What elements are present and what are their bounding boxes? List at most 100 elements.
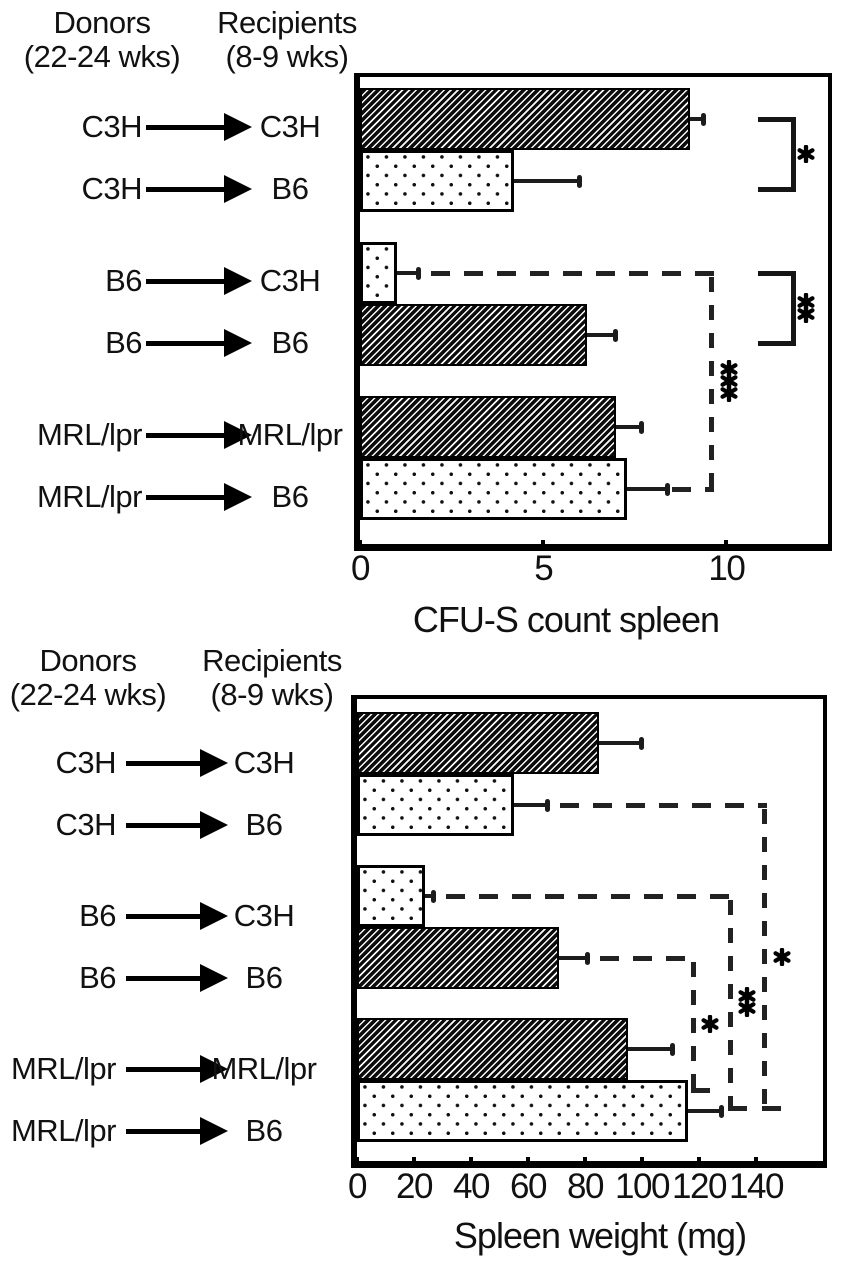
donor-label: C3H: [81, 109, 142, 144]
error-bar-cap: [430, 889, 436, 903]
arrow-line: [126, 1066, 204, 1072]
arrow-line: [126, 822, 204, 828]
bar-dotted: [357, 774, 514, 836]
axis-tick: [355, 1157, 359, 1168]
recipient-label: C3H: [233, 898, 295, 933]
recipient-label: B6: [245, 807, 283, 842]
axis-tick-label: 120: [672, 1167, 727, 1206]
pair-row: C3H C3H: [0, 745, 360, 781]
recipient-label: B6: [271, 171, 309, 206]
error-bar-cap: [639, 420, 645, 434]
recipient-label: C3H: [233, 745, 295, 780]
comparison-dash-horizontal: [430, 270, 715, 276]
comparison-dash-horizontal: [690, 1087, 721, 1093]
donor-label: B6: [105, 325, 142, 360]
panel-cfu-s-count: Donors (22-24 wks) Recipients (8-9 wks) C3H C…: [0, 5, 832, 640]
axis-tick-label: 100: [615, 1167, 670, 1206]
error-bar-cap: [664, 482, 670, 496]
recipient-label: B6: [271, 325, 309, 360]
error-bar-cap: [670, 1042, 676, 1056]
arrow-icon: [146, 175, 252, 203]
arrow-head: [200, 749, 228, 777]
asterisk-icon: [701, 1015, 719, 1033]
bar-dotted: [357, 1080, 688, 1142]
pair-row: MRL/lpr B6: [0, 1113, 360, 1149]
pair-row: C3H C3H: [0, 109, 360, 145]
arrow-icon: [126, 811, 228, 839]
arrow-head: [224, 113, 252, 141]
donors-age-subtitle: (22-24 wks): [23, 39, 181, 74]
comparison-dash-horizontal: [599, 955, 696, 961]
asterisk-icon: [720, 384, 738, 402]
error-bar: [513, 178, 578, 184]
recipients-column-title: Recipients: [217, 5, 357, 40]
arrow-line: [126, 1128, 204, 1134]
error-bar: [627, 1046, 672, 1052]
arrow-icon: [126, 749, 228, 777]
arrow-icon: [146, 113, 252, 141]
donor-label: C3H: [81, 171, 142, 206]
donor-label: C3H: [55, 807, 116, 842]
comparison-dash-horizontal: [445, 893, 733, 899]
recipient-label: B6: [245, 1113, 283, 1148]
axis-tick-label: 60: [510, 1167, 547, 1206]
pair-row: MRL/lpr MRL/lpr: [0, 417, 360, 453]
bar-dotted: [360, 150, 514, 212]
arrow-head: [224, 175, 252, 203]
donors-column-title: Donors: [53, 5, 151, 40]
error-bar-cap: [415, 266, 421, 280]
donor-label: MRL/lpr: [36, 479, 143, 514]
bar-dotted: [360, 458, 628, 520]
pair-row: B6 C3H: [0, 263, 360, 299]
significance-stars: [720, 360, 738, 402]
bar-dotted: [360, 242, 397, 304]
comparison-dash-horizontal: [762, 1105, 790, 1111]
significance-bracket-arm: [758, 341, 796, 346]
arrow-icon: [126, 964, 228, 992]
arrow-icon: [146, 329, 252, 357]
comparison-dash-vertical: [727, 900, 733, 1108]
significance-stars: [797, 145, 815, 163]
donor-label: B6: [105, 263, 142, 298]
recipient-label: C3H: [259, 109, 321, 144]
recipient-label: MRL/lpr: [237, 417, 343, 452]
error-bar-cap: [718, 1104, 724, 1118]
axis-tick: [583, 1157, 587, 1168]
arrow-line: [146, 494, 228, 500]
arrow-icon: [126, 902, 228, 930]
axis-tick-label: 40: [453, 1167, 490, 1206]
donor-label: C3H: [55, 745, 116, 780]
significance-stars: [701, 1015, 719, 1033]
axis-tick: [697, 1157, 701, 1168]
arrow-line: [146, 124, 228, 130]
asterisk-icon: [797, 145, 815, 163]
error-bar-cap: [576, 174, 582, 188]
arrow-head: [200, 902, 228, 930]
arrow-head: [224, 421, 252, 449]
axis-tick-label: 10: [708, 549, 745, 588]
x-axis-title: Spleen weight (mg): [453, 1215, 747, 1256]
comparison-dash-horizontal: [727, 1105, 758, 1111]
error-bar: [627, 486, 666, 492]
arrow-line: [146, 278, 228, 284]
axis-tick: [724, 540, 729, 551]
arrow-icon: [146, 267, 252, 295]
plot-frame: [354, 73, 832, 551]
recipient-label: B6: [245, 960, 283, 995]
error-bar: [616, 424, 641, 430]
arrow-icon: [126, 1117, 228, 1145]
comparison-dash-vertical: [690, 962, 696, 1090]
recipient-label: C3H: [259, 263, 321, 298]
pair-row: C3H B6: [0, 807, 360, 843]
axis-tick: [541, 540, 546, 551]
bar-hatched: [357, 927, 560, 989]
axis-tick: [358, 540, 362, 551]
significance-bracket-arm: [758, 187, 796, 192]
arrow-head: [200, 811, 228, 839]
donors-column-title: Donors: [39, 643, 137, 678]
comparison-dash-horizontal: [671, 486, 715, 492]
error-bar-cap: [613, 328, 619, 342]
arrow-icon: [126, 1055, 228, 1083]
